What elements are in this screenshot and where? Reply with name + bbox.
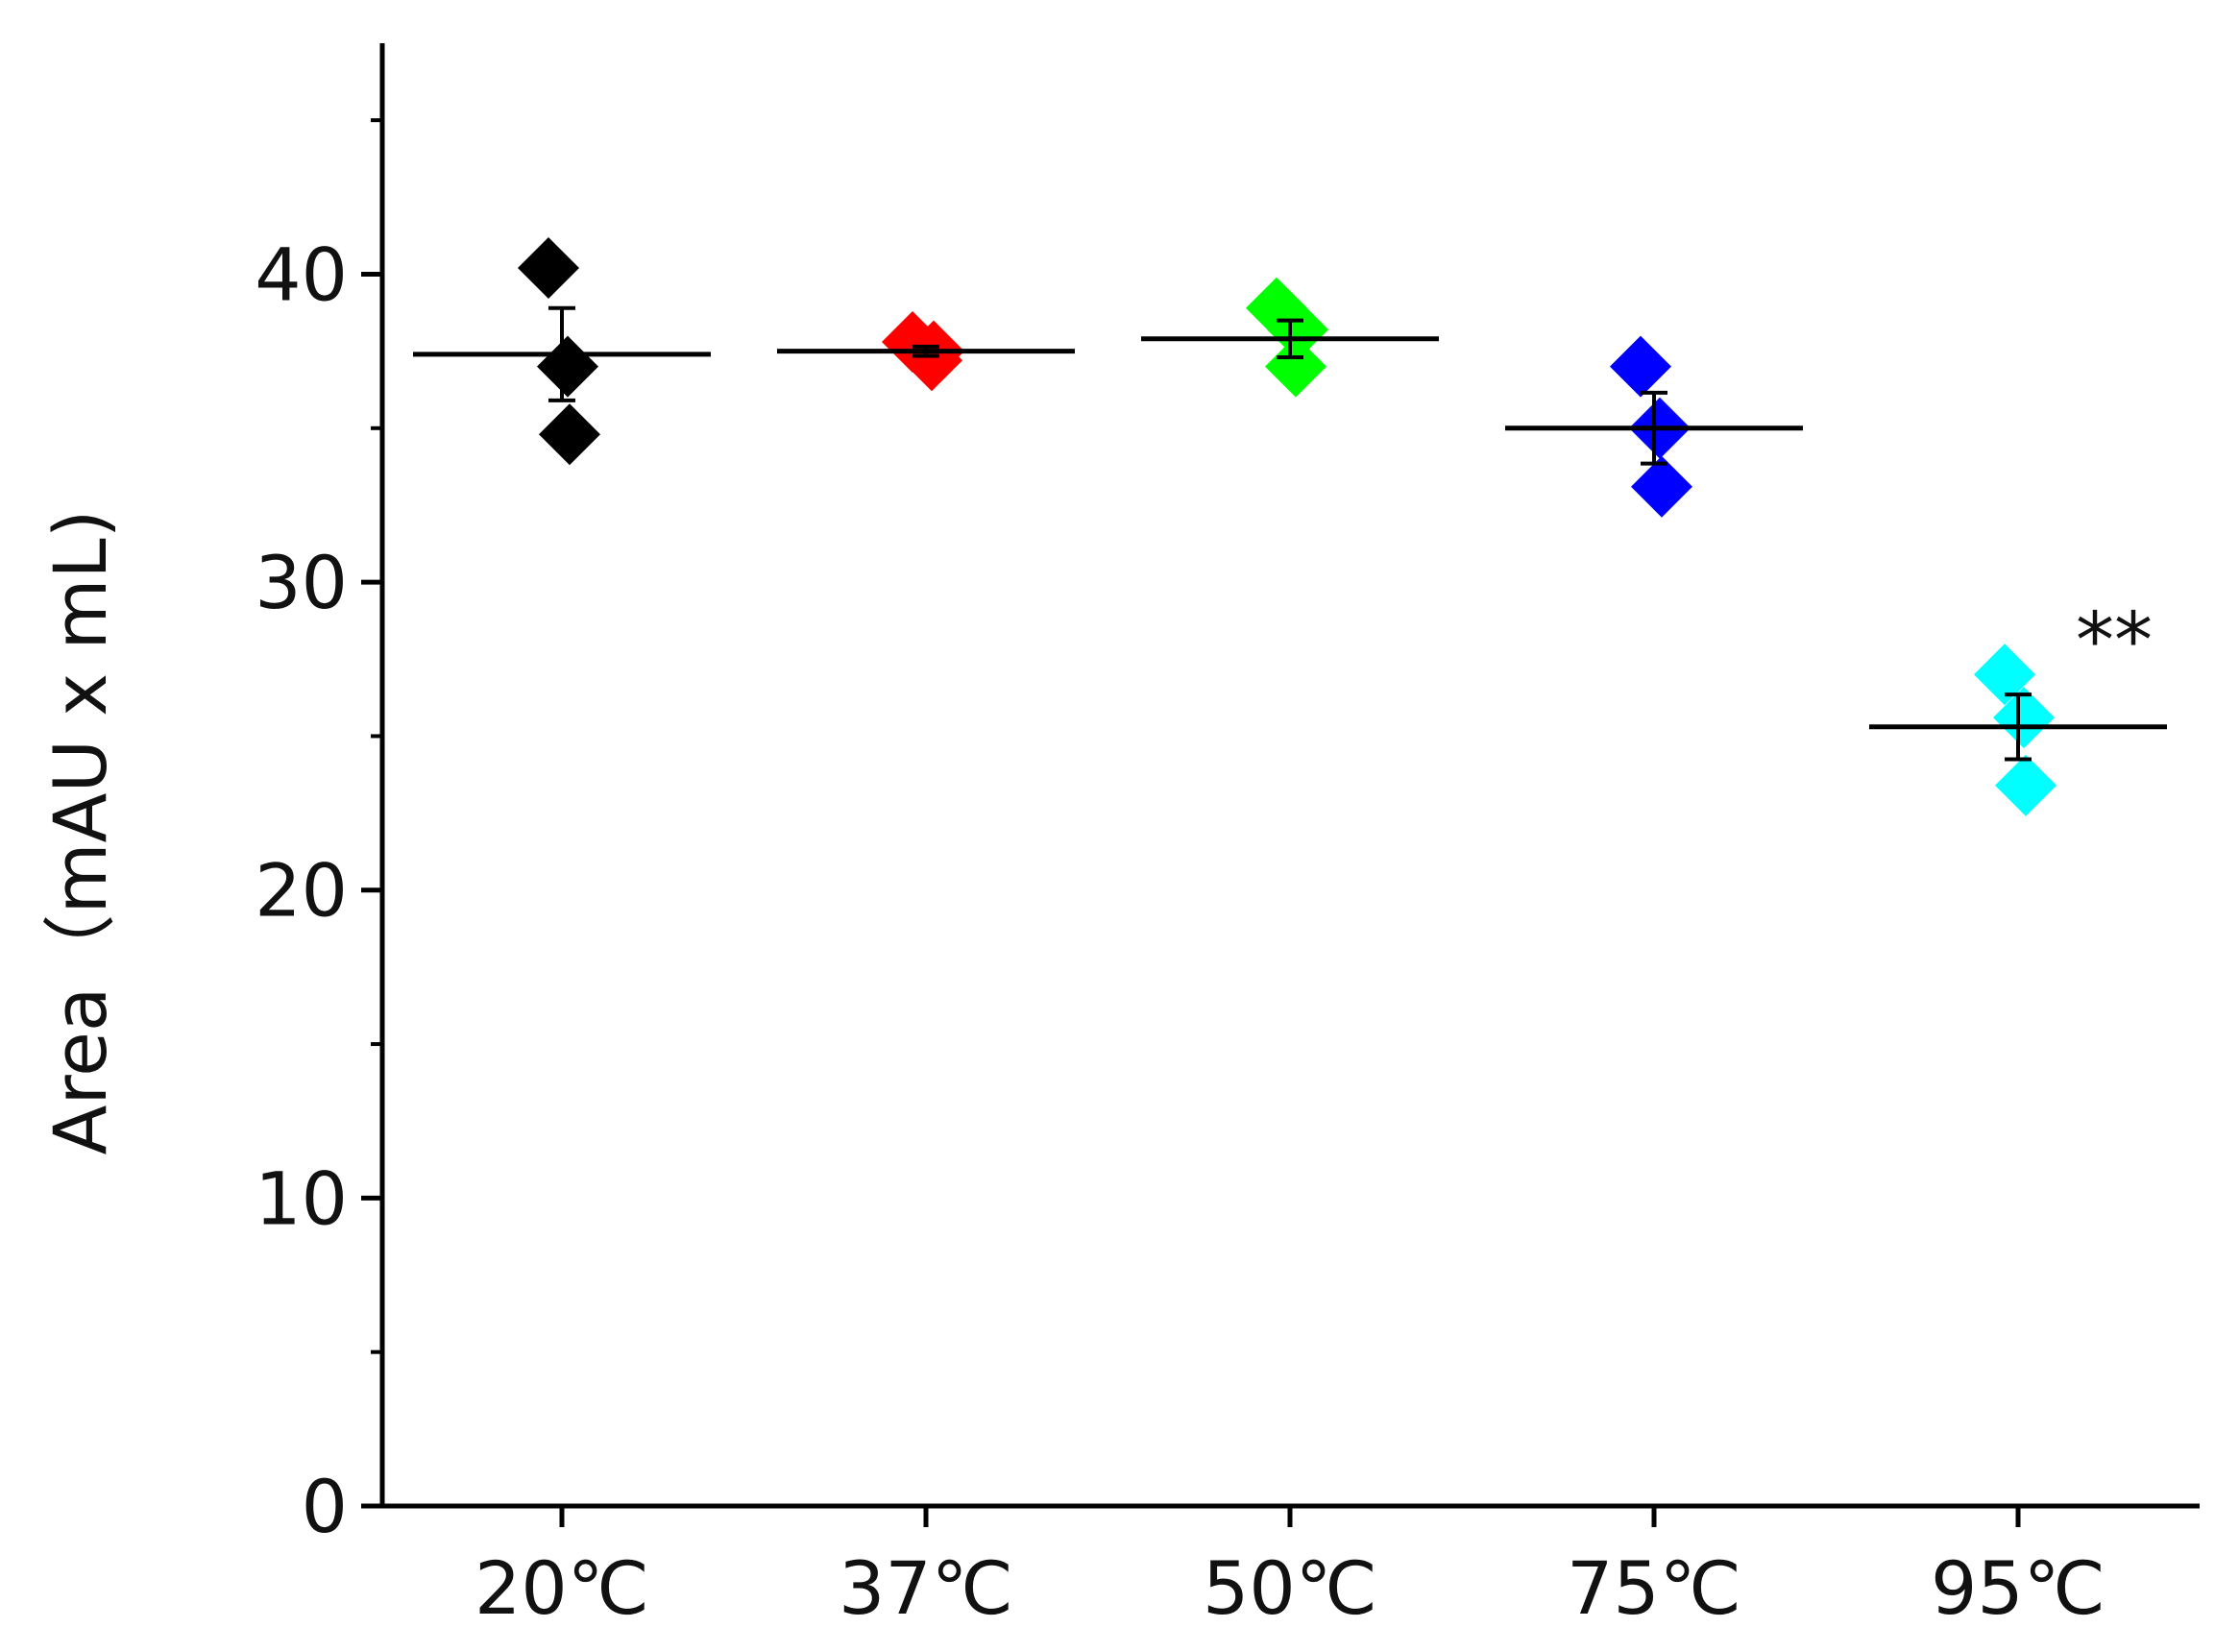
significance-annotation: ** (2076, 596, 2153, 686)
y-axis-title: Area（mAU x mL) (37, 510, 123, 1155)
label-layer: 0 10 20 30 40 20℃ 37℃ 50℃ 75℃ 95℃ Area（mAU x mL) ** (37, 231, 2153, 1631)
data-layer (413, 237, 2167, 816)
data-point (539, 403, 600, 466)
data-point (518, 237, 579, 300)
data-point (1610, 335, 1671, 398)
data-point (1265, 335, 1326, 398)
y-tick-label: 30 (255, 540, 348, 625)
data-point (1993, 687, 2055, 749)
data-point (1995, 754, 2056, 816)
x-tick-label: 50℃ (1203, 1545, 1377, 1631)
x-tick-label: 95℃ (1931, 1545, 2105, 1631)
y-tick-label: 10 (255, 1155, 348, 1241)
data-point (1974, 644, 2035, 706)
x-tick-label: 20℃ (475, 1545, 649, 1631)
data-point (1631, 455, 1692, 518)
axes-layer (361, 43, 2200, 1527)
y-tick-label: 20 (255, 848, 348, 934)
y-tick-label: 40 (255, 231, 348, 317)
x-tick-label: 37℃ (839, 1545, 1013, 1631)
data-point (537, 335, 598, 398)
y-tick-label: 0 (302, 1464, 348, 1549)
data-point (1267, 299, 1328, 361)
x-tick-label: 75℃ (1567, 1545, 1741, 1631)
